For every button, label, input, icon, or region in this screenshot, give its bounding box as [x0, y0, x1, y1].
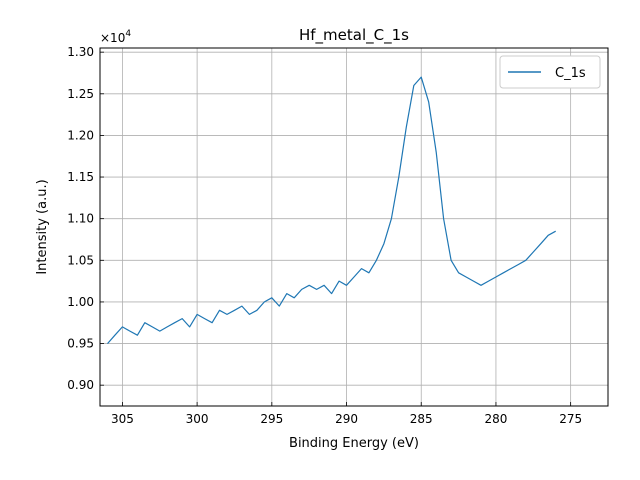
y-axis: 0.90 0.95 1.00 1.05 1.10 1.15 1.20 1.25 1.30: [67, 45, 104, 392]
data-series: [107, 76, 556, 344]
x-tick-label: 275: [559, 412, 582, 426]
series-line: [107, 76, 556, 344]
x-tick-label: 300: [186, 412, 209, 426]
y-tick-label: 0.95: [67, 337, 94, 351]
y-tick-label: 1.20: [67, 128, 94, 142]
y-scale-exponent: 4: [125, 29, 131, 39]
x-tick-label: 280: [484, 412, 507, 426]
y-scale-prefix: ×10: [100, 31, 125, 45]
y-tick-label: 1.30: [67, 45, 94, 59]
y-tick-label: 1.10: [67, 212, 94, 226]
legend: C_1s: [499, 55, 601, 89]
legend-box: [499, 55, 601, 89]
x-tick-label: 295: [260, 412, 283, 426]
x-axis: 305 300 295 290 285 280 275: [111, 402, 582, 426]
plot-frame: [99, 47, 609, 407]
y-tick-label: 1.25: [67, 87, 94, 101]
x-tick-label: 290: [335, 412, 358, 426]
y-tick-label: 1.15: [67, 170, 94, 184]
grid: [100, 48, 608, 406]
x-axis-label: Binding Energy (eV): [289, 436, 419, 451]
y-axis-label: Intensity (a.u.): [35, 179, 50, 274]
x-tick-label: 285: [410, 412, 433, 426]
y-tick-label: 1.05: [67, 253, 94, 267]
legend-label: C_1s: [555, 66, 586, 81]
x-tick-label: 305: [111, 412, 134, 426]
y-tick-label: 1.00: [67, 295, 94, 309]
svg-text:×104: ×104: [100, 29, 131, 45]
y-tick-label: 0.90: [67, 378, 94, 392]
y-scale-label: ×104: [100, 29, 131, 45]
chart-title: Hf_metal_C_1s: [299, 26, 409, 45]
